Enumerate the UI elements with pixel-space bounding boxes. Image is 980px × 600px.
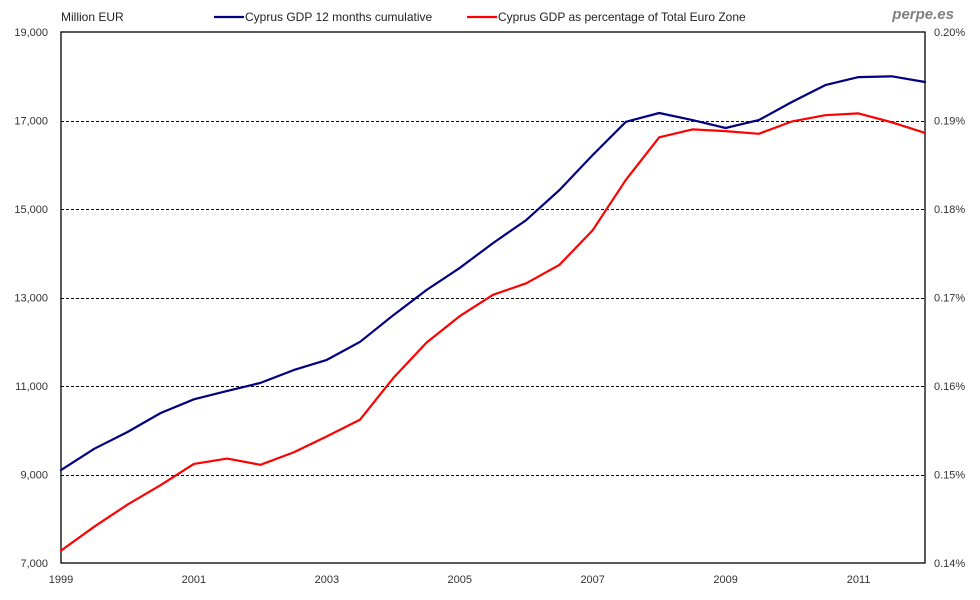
plot-area-frame xyxy=(60,31,926,564)
brand-watermark: perpe.es xyxy=(891,6,954,23)
left-axis-tick-label: 15,000 xyxy=(14,204,48,216)
legend-item-pct: Cyprus GDP as percentage of Total Euro Z… xyxy=(467,10,746,24)
right-axis-tick-label: 0.19% xyxy=(934,116,965,128)
x-axis-tick-label: 2011 xyxy=(847,574,871,586)
left-axis-tick-label: 11,000 xyxy=(15,381,48,393)
right-axis-tick-label: 0.16% xyxy=(934,381,965,393)
x-axis-tick-label: 2009 xyxy=(713,574,737,586)
left-axis-label: Million EUR xyxy=(61,10,124,24)
right-axis-tick-label: 0.17% xyxy=(934,293,965,305)
left-axis-tick-label: 7,000 xyxy=(20,558,48,570)
x-axis-tick-label: 2005 xyxy=(448,574,472,586)
legend-label-gdp: Cyprus GDP 12 months cumulative xyxy=(245,10,433,24)
left-axis-tick-label: 19,000 xyxy=(14,27,48,39)
x-axis-tick-label: 2001 xyxy=(182,574,206,586)
series-layer xyxy=(59,75,927,552)
right-axis-tick-label: 0.18% xyxy=(934,204,965,216)
left-axis-tick-label: 9,000 xyxy=(20,470,48,482)
left-axis-tick-label: 17,000 xyxy=(14,116,48,128)
right-axis-tick-label: 0.15% xyxy=(934,470,965,482)
x-axis-tick-label: 2007 xyxy=(580,574,604,586)
legend: Cyprus GDP 12 months cumulative Cyprus G… xyxy=(214,10,746,24)
legend-item-gdp: Cyprus GDP 12 months cumulative xyxy=(214,10,433,24)
right-axis-tick-labels: 0.14% 0.15% 0.16% 0.17% 0.18% 0.19% 0.20% xyxy=(934,27,965,570)
series-line-pct xyxy=(59,112,927,552)
series-line-gdp xyxy=(59,75,927,472)
left-axis-tick-labels: 7,000 9,000 11,000 13,000 15,000 17,000 19,000 xyxy=(14,27,48,570)
x-axis-tick-labels: 1999 2001 2003 2005 2007 2009 2011 xyxy=(49,574,871,586)
legend-label-pct: Cyprus GDP as percentage of Total Euro Z… xyxy=(498,10,746,24)
x-axis-tick-label: 2003 xyxy=(315,574,339,586)
left-axis-tick-label: 13,000 xyxy=(14,293,48,305)
grid-lines xyxy=(61,121,925,476)
right-axis-tick-label: 0.14% xyxy=(934,558,965,570)
right-axis-tick-label: 0.20% xyxy=(934,27,965,39)
x-axis-tick-label: 1999 xyxy=(49,574,73,586)
